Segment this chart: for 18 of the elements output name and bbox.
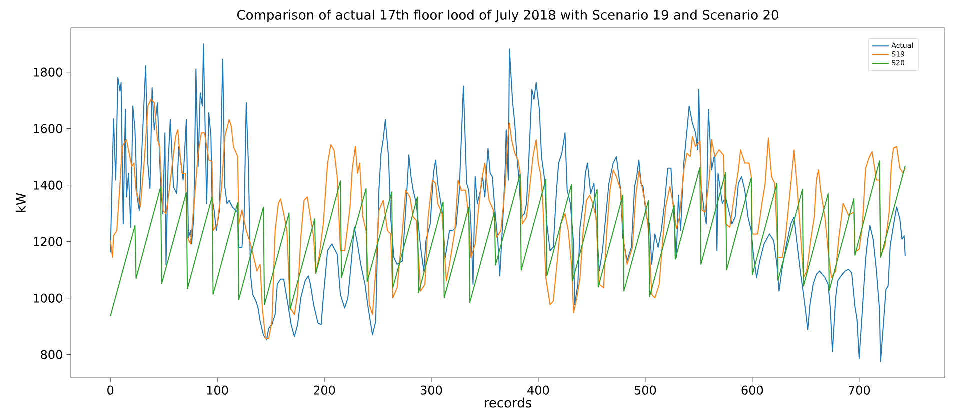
- y-tick-label: 1200: [34, 237, 62, 246]
- y-tick-label: 800: [41, 350, 62, 360]
- y-tick-label: 1600: [34, 124, 62, 134]
- y-tick-label: 1800: [34, 68, 62, 77]
- y-axis-title: kW: [16, 193, 26, 212]
- y-tick-label: 1400: [34, 180, 62, 190]
- x-tick-label: 600: [742, 386, 764, 395]
- x-tick-label: 0: [108, 386, 114, 395]
- x-tick-label: 400: [528, 386, 550, 395]
- x-tick-label: 100: [207, 386, 228, 395]
- x-tick-label: 500: [634, 386, 656, 395]
- chart-title: Comparison of actual 17th floor lood of July 2018 with Scenario 19 and Scenario 20: [238, 10, 778, 22]
- x-tick-label: 700: [848, 386, 870, 395]
- line-series: [110, 160, 906, 317]
- x-tick-label: 200: [314, 386, 336, 395]
- x-tick-label: 300: [420, 386, 442, 395]
- y-tick-label: 1000: [34, 294, 62, 303]
- x-axis-title: records: [485, 398, 532, 408]
